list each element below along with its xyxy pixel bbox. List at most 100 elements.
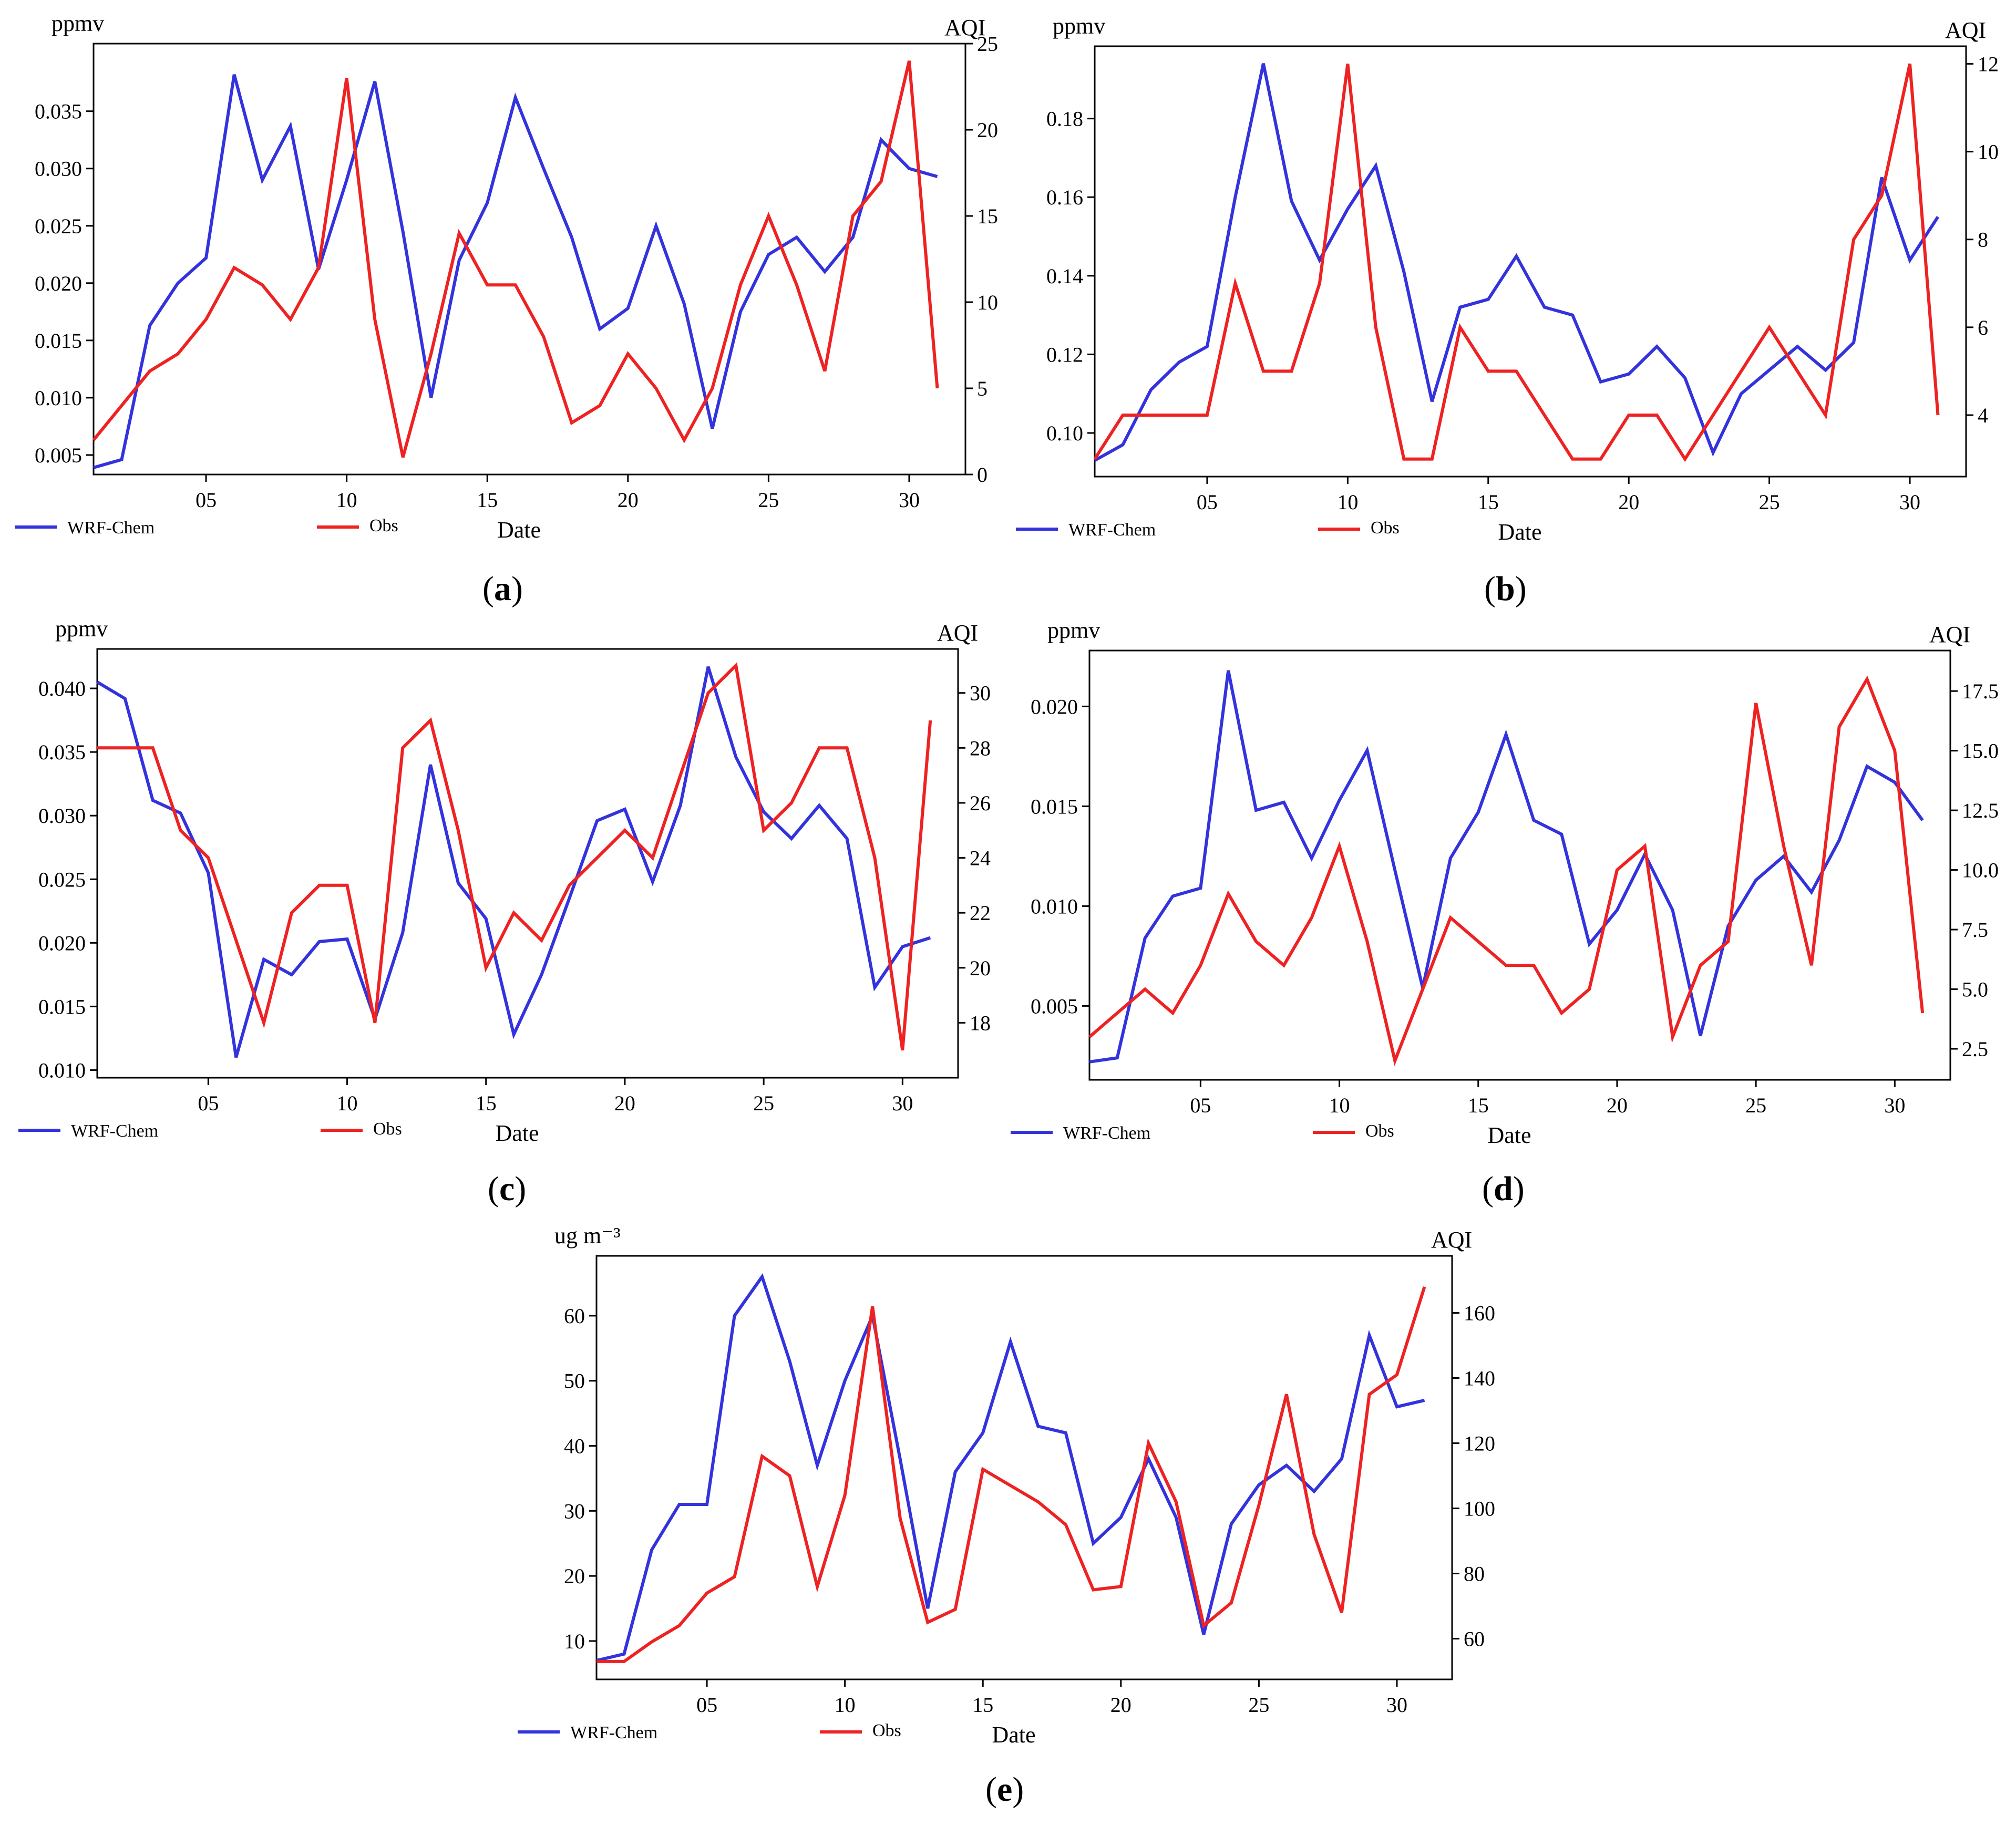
y-left-tick-label: 0.12: [1046, 343, 1083, 366]
y-left-tick-label: 0.035: [38, 740, 86, 764]
y-right-tick-label: 10: [1978, 140, 1999, 164]
legend-label-wrf-chem: WRF-Chem: [1068, 520, 1156, 540]
y-left-tick-label: 0.010: [35, 386, 82, 410]
x-axis-title: Date: [495, 1120, 539, 1146]
chart-panel-a: 05 10 15 20 25 300.0050.0100.0150.0200.0250.0…: [15, 11, 998, 543]
x-tick-label: 20: [618, 488, 639, 512]
y-right-tick-label: 10: [977, 291, 998, 314]
y-right-tick-label: 10.0: [1962, 859, 1999, 882]
y-right-tick-label: 18: [970, 1011, 991, 1035]
x-tick-label: 20: [1110, 1693, 1132, 1717]
x-tick-label: 15: [1478, 490, 1499, 514]
y-left-tick-label: 10: [564, 1629, 585, 1653]
x-tick-label: 30: [1386, 1693, 1407, 1717]
y-right-tick-label: 7.5: [1962, 918, 1988, 942]
x-tick-label: 05: [198, 1091, 219, 1115]
x-tick-label: 15: [972, 1693, 993, 1717]
chart-panel-b: 05 10 15 20 25 30 0.10 0.12 0.14 0.16 0.18 4 6 8 10 12 p…: [1016, 13, 1999, 545]
plot-frame: [595, 1255, 1453, 1680]
x-tick-label: 30: [899, 488, 920, 512]
y-right-tick-label: 5: [977, 377, 988, 400]
y-left-tick-label: 0.005: [1031, 994, 1078, 1018]
y-right-tick-label: 0: [977, 463, 988, 487]
x-axis-title: Date: [1487, 1122, 1531, 1148]
y-left-tick-label: 0.025: [38, 868, 86, 891]
chart-panel-d: 05 10 15 20 25 30 0.005 0.010 0.015 0.020 2.5 5.0 7.…: [1011, 617, 1999, 1148]
y-right-tick-label: 28: [970, 736, 991, 760]
y-right-tick-label: 2.5: [1962, 1037, 1988, 1061]
y-left-unit-label: ppmv: [52, 11, 104, 36]
y-left-tick-label: 0.040: [38, 677, 86, 700]
series-line-wrf-chem: [96, 666, 931, 1058]
y-left-tick-label: 0.020: [1031, 695, 1078, 718]
y-right-unit-label: AQI: [1929, 622, 1970, 647]
y-right-tick-label: 22: [970, 901, 991, 925]
x-tick-label: 20: [1618, 490, 1639, 514]
y-left-tick-label: 60: [564, 1304, 585, 1328]
y-left-tick-label: 40: [564, 1435, 585, 1458]
y-right-tick-label: 12: [1978, 52, 1999, 76]
x-tick-label: 05: [1190, 1093, 1211, 1117]
x-tick-label: 15: [476, 1091, 497, 1115]
y-right-unit-label: AQI: [937, 620, 978, 646]
legend-label-obs: Obs: [1371, 518, 1400, 538]
y-left-tick-label: 0.16: [1046, 185, 1083, 209]
y-left-tick-label: 0.14: [1046, 264, 1083, 288]
y-left-tick-label: 0.010: [38, 1058, 86, 1082]
series-line-obs: [97, 662, 932, 1051]
x-tick-label: 05: [1197, 490, 1218, 514]
y-right-tick-label: 60: [1464, 1627, 1485, 1651]
chart-panel-c: 05 10 15 20 25 30 0.010 0.015 0.020 0.025 0.030 0.0…: [18, 616, 991, 1146]
legend-label-wrf-chem: WRF-Chem: [67, 518, 155, 538]
x-axis-title: Date: [497, 517, 541, 543]
y-left-tick-label: 0.015: [1031, 795, 1078, 818]
y-right-tick-label: 15: [977, 204, 998, 228]
x-tick-label: 10: [1337, 490, 1358, 514]
y-left-unit-label: ppmv: [1053, 13, 1105, 39]
y-left-tick-label: 0.015: [35, 329, 82, 353]
x-axis-title: Date: [1498, 519, 1541, 545]
y-left-tick-label: 0.010: [1031, 894, 1078, 918]
y-right-tick-label: 17.5: [1962, 679, 1999, 703]
plot-frame: [92, 43, 966, 476]
x-tick-label: 10: [835, 1693, 856, 1717]
legend-label-wrf-chem: WRF-Chem: [1063, 1123, 1150, 1143]
y-right-tick-label: 5.0: [1962, 978, 1988, 1002]
y-right-tick-label: 20: [977, 118, 998, 142]
y-left-tick-label: 30: [564, 1499, 585, 1523]
x-tick-label: 25: [1248, 1693, 1269, 1717]
x-tick-label: 05: [696, 1693, 717, 1717]
legend-label-wrf-chem: WRF-Chem: [570, 1723, 657, 1742]
y-right-tick-label: 6: [1978, 316, 1988, 339]
y-left-unit-label: ppmv: [1047, 617, 1100, 643]
chart-panel-e: 05 10 15 20 25 30 10 20 30 40 50 60 60 80 100 120 140 160…: [518, 1223, 1495, 1748]
y-right-unit-label: AQI: [944, 15, 985, 40]
panel-label-d: (d): [1482, 1170, 1525, 1208]
series-line-obs: [1088, 675, 1925, 1066]
legend-label-obs: Obs: [1365, 1121, 1394, 1141]
y-right-tick-label: 24: [970, 847, 991, 870]
y-right-tick-label: 120: [1464, 1432, 1495, 1456]
y-left-tick-label: 0.025: [35, 214, 82, 238]
y-left-tick-label: 50: [564, 1369, 585, 1393]
legend-label-wrf-chem: WRF-Chem: [71, 1121, 158, 1141]
y-right-tick-label: 30: [970, 682, 991, 705]
y-left-tick-label: 0.005: [35, 443, 82, 467]
plot-frame: [1088, 649, 1951, 1081]
y-right-tick-label: 20: [970, 956, 991, 980]
panel-label-a: (a): [482, 570, 523, 608]
x-tick-label: 05: [196, 488, 217, 512]
x-tick-label: 25: [758, 488, 779, 512]
plot-frame: [1094, 45, 1967, 478]
y-right-tick-label: 8: [1978, 228, 1988, 252]
panel-label-c: (c): [488, 1170, 527, 1208]
y-left-tick-label: 0.020: [38, 931, 86, 955]
x-tick-label: 10: [337, 1091, 358, 1115]
series-line-wrf-chem: [93, 74, 938, 469]
y-left-tick-label: 0.10: [1046, 421, 1083, 445]
panel-label-b: (b): [1484, 570, 1527, 608]
series-line-wrf-chem: [1094, 63, 1940, 462]
y-right-unit-label: AQI: [1431, 1227, 1472, 1253]
